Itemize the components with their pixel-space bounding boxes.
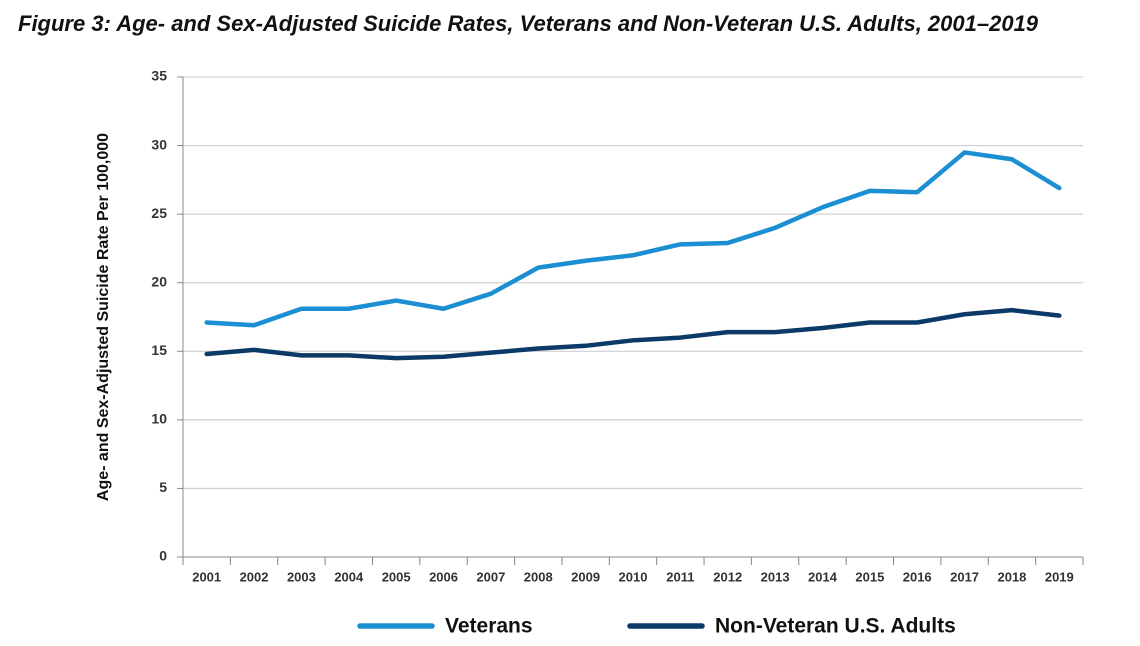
- y-tick-label: 10: [151, 411, 167, 427]
- y-tick-label: 25: [151, 205, 167, 221]
- y-tick-label: 5: [159, 479, 167, 495]
- y-tick-label: 30: [151, 136, 167, 152]
- y-axis-label: Age- and Sex-Adjusted Suicide Rate Per 1…: [95, 133, 112, 501]
- x-tick-label: 2011: [666, 569, 694, 584]
- legend-label: Non-Veteran U.S. Adults: [715, 615, 956, 638]
- x-tick-label: 2012: [713, 569, 742, 584]
- x-tick-label: 2016: [903, 569, 932, 584]
- y-tick-label: 0: [159, 548, 167, 564]
- series-line: [204, 150, 1062, 328]
- chart-title: Figure 3: Age- and Sex-Adjusted Suicide …: [18, 11, 1039, 36]
- x-tick-label: 2004: [334, 569, 364, 584]
- x-tick-label: 2005: [382, 569, 411, 584]
- x-tick-label: 2010: [619, 569, 648, 584]
- series-line: [204, 307, 1062, 361]
- x-tick-label: 2006: [429, 569, 458, 584]
- x-tick-label: 2015: [855, 569, 884, 584]
- x-tick-label: 2002: [240, 569, 269, 584]
- x-tick-label: 2014: [808, 569, 838, 584]
- x-tick-label: 2017: [950, 569, 979, 584]
- x-tick-label: 2001: [192, 569, 221, 584]
- x-tick-label: 2008: [524, 569, 553, 584]
- y-tick-label: 20: [151, 273, 167, 289]
- y-tick-label: 15: [151, 342, 167, 358]
- x-tick-label: 2013: [761, 569, 790, 584]
- x-tick-label: 2019: [1045, 569, 1074, 584]
- x-tick-label: 2003: [287, 569, 316, 584]
- x-tick-label: 2007: [476, 569, 505, 584]
- x-tick-label: 2009: [571, 569, 600, 584]
- x-tick-label: 2018: [997, 569, 1026, 584]
- y-tick-label: 35: [151, 68, 167, 84]
- legend-label: Veterans: [445, 615, 533, 638]
